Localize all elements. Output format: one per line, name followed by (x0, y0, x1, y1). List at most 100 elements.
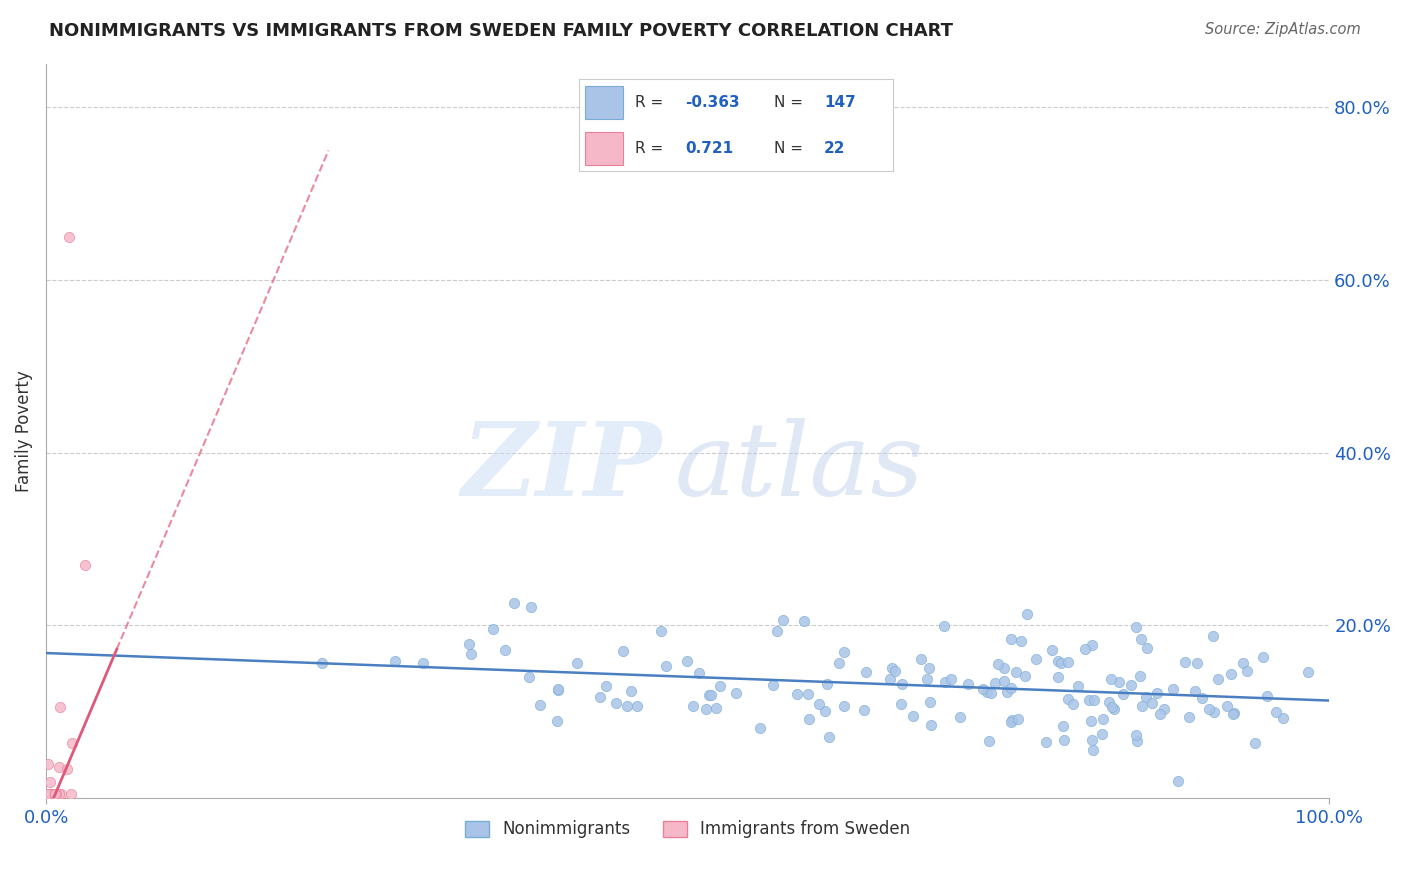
Point (1272, 711, 1295, 725)
Point (1125, 729, 1147, 743)
Point (934, 675, 956, 690)
Point (44, 787, 66, 801)
Point (917, 672, 939, 686)
Point (1062, 697, 1084, 711)
Point (1091, 727, 1114, 741)
Point (42, 787, 65, 801)
Point (1057, 655, 1080, 669)
Point (1007, 712, 1029, 726)
Point (695, 702, 717, 716)
Point (1126, 733, 1149, 747)
Point (987, 657, 1010, 671)
Point (1111, 687, 1133, 701)
Point (1256, 689, 1278, 703)
Point (828, 656, 851, 670)
Point (1251, 650, 1274, 665)
Text: ZIP: ZIP (461, 418, 662, 517)
Point (983, 676, 1005, 690)
Point (56, 762, 79, 776)
Point (482, 622, 505, 636)
Y-axis label: Family Poverty: Family Poverty (15, 370, 32, 492)
Point (1142, 696, 1164, 710)
Point (920, 718, 942, 732)
Point (772, 613, 794, 627)
Point (1296, 665, 1319, 679)
Point (1223, 706, 1246, 720)
Point (1004, 665, 1026, 680)
Point (45, 787, 67, 801)
Point (976, 685, 998, 699)
Point (1174, 656, 1197, 670)
Point (529, 698, 551, 712)
Point (890, 697, 912, 711)
Point (44, 787, 66, 801)
Point (1046, 671, 1069, 685)
Point (73, 558, 96, 572)
Point (724, 686, 747, 700)
Point (1129, 669, 1152, 683)
Point (39, 787, 62, 801)
Point (1202, 706, 1225, 720)
Point (1265, 705, 1288, 719)
Point (547, 681, 569, 696)
Point (626, 698, 648, 713)
Point (1232, 656, 1254, 670)
Point (44, 787, 66, 801)
Point (650, 624, 672, 638)
Point (565, 656, 588, 670)
Point (901, 709, 924, 723)
Point (880, 660, 903, 674)
Point (460, 647, 482, 661)
Point (595, 679, 617, 693)
Point (1000, 714, 1022, 729)
Point (700, 688, 723, 702)
Point (1010, 634, 1032, 648)
Point (1053, 732, 1076, 747)
Point (1125, 620, 1147, 634)
Point (384, 654, 406, 668)
Point (311, 656, 333, 670)
Point (1078, 692, 1101, 706)
Point (949, 710, 972, 724)
Point (748, 722, 770, 736)
Legend: Nonimmigrants, Immigrants from Sweden: Nonimmigrants, Immigrants from Sweden (458, 814, 917, 845)
Point (1057, 692, 1080, 706)
Point (910, 651, 932, 665)
Point (1146, 686, 1168, 700)
Text: Source: ZipAtlas.com: Source: ZipAtlas.com (1205, 22, 1361, 37)
Point (699, 688, 721, 702)
Point (797, 687, 820, 701)
Point (807, 697, 830, 711)
Point (503, 596, 526, 610)
Point (709, 679, 731, 693)
Point (1101, 699, 1123, 714)
Point (1236, 665, 1258, 679)
Point (765, 624, 787, 639)
Point (682, 699, 704, 714)
Point (993, 673, 1015, 688)
Point (546, 714, 568, 728)
Point (37, 787, 59, 801)
Point (48, 760, 70, 774)
Point (59, 787, 82, 801)
Point (939, 672, 962, 686)
Point (832, 699, 855, 714)
Point (934, 618, 956, 632)
Point (412, 656, 434, 670)
Point (1220, 666, 1243, 681)
Point (1206, 672, 1229, 686)
Point (1081, 638, 1104, 652)
Point (37, 756, 59, 771)
Point (1135, 690, 1157, 705)
Point (494, 643, 516, 657)
Point (675, 653, 697, 667)
Point (457, 637, 479, 651)
Point (49, 699, 72, 714)
Point (1098, 696, 1121, 710)
Point (834, 645, 856, 659)
Point (1222, 707, 1244, 722)
Point (815, 676, 838, 690)
Text: atlas: atlas (675, 418, 924, 517)
Point (1080, 714, 1102, 729)
Point (1083, 693, 1105, 707)
